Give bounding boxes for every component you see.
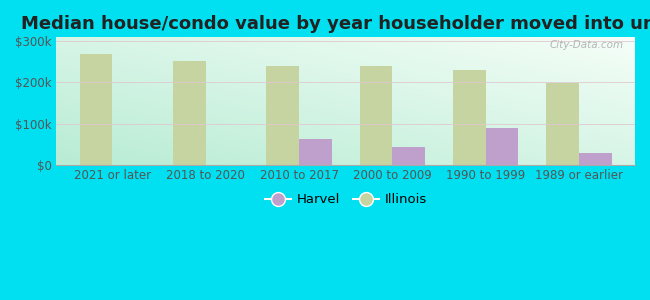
Bar (80, 54, 112, 165)
Bar (266, 66, 299, 165)
Bar (453, 70, 486, 165)
Bar (579, 154, 612, 165)
Bar (547, 83, 579, 165)
Text: City-Data.com: City-Data.com (549, 40, 623, 50)
Legend: Harvel, Illinois: Harvel, Illinois (259, 188, 432, 212)
Bar (359, 67, 393, 165)
Bar (486, 128, 518, 165)
Bar (299, 139, 332, 165)
Bar (393, 147, 425, 165)
Bar (173, 61, 206, 165)
Title: Median house/condo value by year householder moved into unit: Median house/condo value by year househo… (21, 15, 650, 33)
